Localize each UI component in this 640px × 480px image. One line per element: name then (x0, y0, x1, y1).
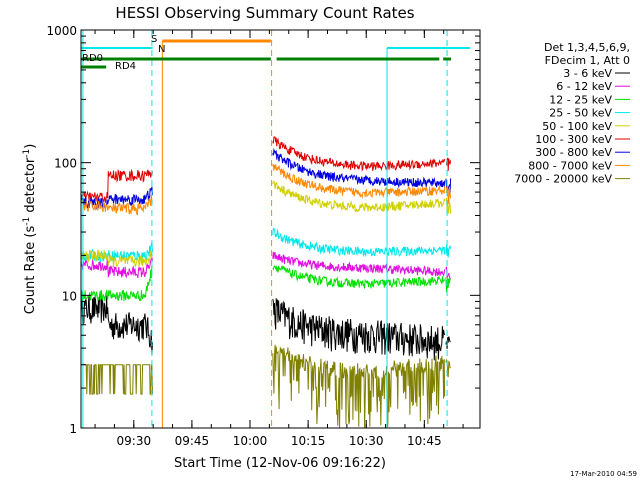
legend-header-line-1: Det 1,3,4,5,6,9, (544, 41, 630, 54)
y-axis-label: Count Rate (s-1 detector-1) (22, 144, 38, 315)
x-tick-label-6: 10:45 (407, 434, 442, 448)
flag-label-rd0: RD0 (82, 53, 103, 64)
series-line-1 (81, 294, 451, 361)
legend-label-9: 7000 - 20000 keV (514, 173, 612, 186)
x-tick-label-2: 09:45 (175, 434, 210, 448)
flag-label-rd4: RD4 (115, 61, 136, 72)
legend-label-5: 50 - 100 keV (542, 120, 612, 133)
y-tick-label-3: 100 (54, 157, 77, 171)
x-tick-label-4: 10:15 (291, 434, 326, 448)
x-axis-label: Start Time (12-Nov-06 09:16:22) (174, 456, 386, 471)
series-line-4 (81, 227, 452, 263)
x-tick-label-1: 09:30 (117, 434, 152, 448)
series-line-9 (81, 344, 451, 428)
x-tick-label-3: 10:00 (233, 434, 268, 448)
series-line-2 (81, 251, 452, 280)
timestamp-footer: 17-Mar-2010 04:59 (570, 470, 637, 478)
flag-label-n: N (158, 44, 165, 55)
series-line-3 (81, 265, 451, 302)
axes: 09:30 09:45 10:00 10:15 10:30 10:45 1 10 100 1000 (46, 24, 480, 448)
chart-title: HESSI Observing Summary Count Rates (115, 4, 414, 22)
series-line-8 (81, 163, 452, 216)
legend-label-4: 25 - 50 keV (549, 107, 612, 120)
y-tick-label-1: 1 (69, 422, 77, 436)
x-tick-label-5: 10:30 (349, 434, 384, 448)
legend-label-6: 100 - 300 keV (535, 133, 612, 146)
legend-header-line-2: FDecim 1, Att 0 (545, 54, 630, 67)
legend-label-8: 800 - 7000 keV (528, 159, 612, 172)
series-group (81, 136, 452, 428)
flag-label-s: S (151, 34, 157, 45)
legend: Det 1,3,4,5,6,9, FDecim 1, Att 0 3 - 6 k… (514, 41, 630, 186)
plot-frame (80, 29, 481, 429)
legend-label-2: 6 - 12 keV (556, 80, 612, 93)
legend-label-3: 12 - 25 keV (549, 93, 612, 106)
legend-label-7: 300 - 800 keV (535, 146, 612, 159)
legend-label-1: 3 - 6 keV (563, 67, 612, 80)
y-tick-label-4: 1000 (46, 24, 77, 38)
y-tick-label-2: 10 (62, 289, 77, 303)
plot-area: SN RD0 RD4 (81, 30, 470, 428)
